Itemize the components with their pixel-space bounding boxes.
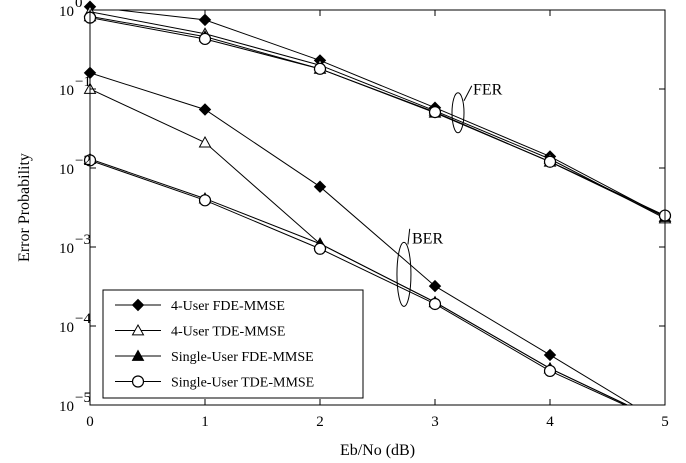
legend-single-user-tde-mmse-marker bbox=[131, 375, 145, 388]
plot-area-frame bbox=[89, 9, 666, 406]
ber-single-user-tde-mmse-line bbox=[90, 159, 625, 405]
ber-single-user-tde-mmse-marker bbox=[428, 297, 442, 311]
series-lines bbox=[90, 10, 665, 405]
legend-single-user-fde-mmse-label: Single-User FDE-MMSE bbox=[171, 350, 314, 365]
legend-4-user-fde-mmse-marker bbox=[131, 298, 145, 312]
legend-4-user-tde-mmse-label: 4-User TDE-MMSE bbox=[171, 325, 285, 340]
plot-marks bbox=[83, 0, 672, 405]
fer-4-user-fde-mmse-line bbox=[114, 10, 665, 218]
fer-single-user-tde-mmse-marker bbox=[428, 106, 442, 119]
legend-4-user-tde-mmse-marker bbox=[131, 323, 145, 336]
y-tick-label: 10 bbox=[59, 399, 74, 415]
ber-4-user-tde-mmse-marker bbox=[198, 136, 212, 148]
fer-single-user-tde-mmse-marker bbox=[198, 32, 212, 46]
ber-4-user-fde-mmse-marker bbox=[543, 348, 557, 362]
y-tick-exponent: 0 bbox=[75, 0, 83, 11]
x-tick-label: 3 bbox=[431, 414, 439, 430]
x-tick-label: 4 bbox=[546, 414, 554, 430]
fer-ellipse bbox=[451, 92, 465, 134]
annotations: FER BER bbox=[396, 82, 503, 307]
x-tick-label: 5 bbox=[661, 414, 669, 430]
y-tick-label: 10 bbox=[59, 241, 74, 257]
y-tick-exponent: −4 bbox=[75, 311, 91, 327]
y-tick-label: 10 bbox=[59, 83, 74, 99]
fer-4-user-tde-mmse-line bbox=[90, 11, 665, 219]
x-tick-label: 2 bbox=[316, 414, 324, 430]
y-tick-exponent: −2 bbox=[75, 153, 91, 169]
legend-box bbox=[102, 289, 364, 399]
fer-single-user-tde-mmse-marker bbox=[543, 155, 557, 168]
ber-single-user-tde-mmse-marker bbox=[313, 242, 327, 255]
legend-single-user-tde-mmse-label: Single-User TDE-MMSE bbox=[171, 376, 314, 391]
y-tick-label: 10 bbox=[59, 4, 74, 20]
x-tick-label: 1 bbox=[201, 414, 209, 430]
ber-4-user-fde-mmse-line bbox=[90, 72, 634, 405]
fer-leader-line bbox=[463, 85, 473, 102]
y-tick-label: 10 bbox=[59, 320, 74, 336]
ber-ellipse bbox=[396, 241, 412, 307]
y-tick-exponent: −1 bbox=[75, 74, 91, 90]
ber-label: BER bbox=[412, 231, 443, 248]
ber-4-user-fde-mmse-marker bbox=[428, 279, 442, 293]
y-tick-exponent: −5 bbox=[75, 390, 91, 406]
fer-single-user-tde-mmse-line bbox=[90, 17, 665, 217]
legend-4-user-fde-mmse-label: 4-User FDE-MMSE bbox=[171, 299, 285, 314]
ber-single-user-fde-mmse-line bbox=[90, 158, 628, 405]
legend-single-user-fde-mmse-marker bbox=[131, 349, 145, 361]
x-tick-label: 0 bbox=[86, 414, 94, 430]
series-markers bbox=[83, 0, 672, 378]
y-tick-exponent: −3 bbox=[75, 232, 91, 248]
y-axis-title: Error Probability bbox=[16, 153, 33, 262]
ber-single-user-tde-mmse-marker bbox=[198, 194, 212, 207]
legend: 4-User FDE-MMSE 4-User TDE-MMSE Single-Use… bbox=[102, 289, 364, 399]
ber-single-user-tde-mmse-marker bbox=[543, 364, 557, 378]
ber-4-user-fde-mmse-marker bbox=[198, 103, 212, 116]
ber-leader-line bbox=[407, 228, 411, 245]
x-axis-title: Eb/No (dB) bbox=[340, 442, 415, 459]
fer-single-user-tde-mmse-marker bbox=[313, 62, 327, 75]
fer-4-user-fde-mmse-marker bbox=[198, 13, 212, 27]
ber-4-user-fde-mmse-marker bbox=[313, 180, 327, 193]
y-tick-label: 10 bbox=[59, 162, 74, 178]
fer-label: FER bbox=[473, 82, 503, 99]
